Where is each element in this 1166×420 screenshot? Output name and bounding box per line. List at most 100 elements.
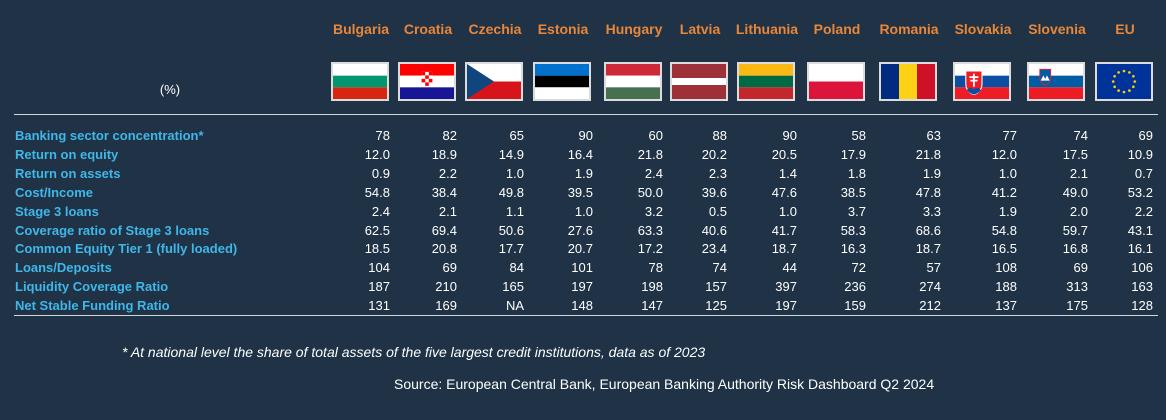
table-cell: 20.2: [701, 147, 727, 162]
table-cell: 1.9: [922, 166, 941, 181]
table-cell: 101: [571, 260, 593, 275]
table-cell: 69: [442, 260, 457, 275]
row-label: Banking sector concentration*: [15, 128, 204, 143]
table-cell: 212: [919, 298, 941, 313]
table-cell: 65: [509, 128, 524, 143]
table-cell: 188: [995, 279, 1017, 294]
table-cell: 2.4: [371, 204, 390, 219]
czechia-flag-icon: [465, 62, 523, 101]
table-cell: 44: [782, 260, 797, 275]
table-cell: 50.6: [498, 223, 524, 238]
table-cell: 128: [1131, 298, 1153, 313]
row-label: Liquidity Coverage Ratio: [15, 279, 169, 294]
table-cell: 74: [1073, 128, 1088, 143]
table-cell: 3.7: [847, 204, 866, 219]
table-cell: 1.4: [778, 166, 797, 181]
table-cell: 106: [1131, 260, 1153, 275]
table-cell: 58.3: [840, 223, 866, 238]
table-cell: 1.9: [574, 166, 593, 181]
table-cell: 57: [926, 260, 941, 275]
table-cell: 63.3: [637, 223, 663, 238]
table-cell: 17.2: [637, 241, 663, 256]
poland-flag-icon: [807, 62, 865, 101]
table-cell: 0.5: [708, 204, 727, 219]
table-cell: 2.2: [438, 166, 457, 181]
table-cell: 18.7: [771, 241, 797, 256]
row-label: Return on equity: [15, 147, 119, 162]
table-cell: 17.9: [840, 147, 866, 162]
row-label: Stage 3 loans: [15, 204, 99, 219]
table-cell: 2.0: [1069, 204, 1088, 219]
column-header-slovakia: Slovakia: [954, 21, 1012, 37]
table-cell: 236: [844, 279, 866, 294]
table-cell: 163: [1131, 279, 1153, 294]
table-cell: 68.6: [915, 223, 941, 238]
table-cell: 47.8: [915, 185, 941, 200]
table-cell: 2.1: [1069, 166, 1088, 181]
table-cell: 3.3: [922, 204, 941, 219]
table-cell: 72: [851, 260, 866, 275]
table-cell: 274: [919, 279, 941, 294]
table-cell: 10.9: [1127, 147, 1153, 162]
table-cell: 397: [775, 279, 797, 294]
table-cell: 3.2: [644, 204, 663, 219]
column-header-czechia: Czechia: [468, 21, 522, 37]
bulgaria-flag-icon: [331, 62, 389, 101]
footnote: * At national level the share of total a…: [122, 344, 706, 360]
row-label: Loans/Deposits: [15, 260, 112, 275]
table-cell: 38.5: [840, 185, 866, 200]
table-cell: 125: [705, 298, 727, 313]
row-label: Net Stable Funding Ratio: [15, 298, 170, 313]
table-cell: 59.7: [1062, 223, 1088, 238]
table-cell: 54.8: [991, 223, 1017, 238]
table-cell: 175: [1066, 298, 1088, 313]
footer-rule: [14, 315, 1158, 316]
row-label: Return on assets: [15, 166, 121, 181]
column-header-bulgaria: Bulgaria: [332, 21, 389, 37]
table-cell: 18.9: [431, 147, 457, 162]
table-cell: 54.8: [364, 185, 390, 200]
hungary-flag-icon: [604, 62, 662, 101]
table-cell: 90: [782, 128, 797, 143]
table-cell: 38.4: [431, 185, 457, 200]
table-cell: 1.1: [505, 204, 524, 219]
table-cell: 74: [712, 260, 727, 275]
table-cell: 165: [502, 279, 524, 294]
latvia-flag-icon: [670, 62, 728, 101]
table-cell: 1.8: [847, 166, 866, 181]
table-cell: 53.2: [1127, 185, 1153, 200]
column-header-poland: Poland: [813, 21, 861, 37]
table-cell: 77: [1002, 128, 1017, 143]
table-cell: 18.5: [364, 241, 390, 256]
table-cell: 58: [851, 128, 866, 143]
table-cell: 313: [1066, 279, 1088, 294]
column-header-croatia: Croatia: [403, 21, 453, 37]
table-cell: 2.3: [708, 166, 727, 181]
table-cell: 27.6: [567, 223, 593, 238]
table-cell: 16.8: [1062, 241, 1088, 256]
column-header-lithuania: Lithuania: [735, 21, 799, 37]
table-cell: 210: [435, 279, 457, 294]
table-cell: 1.0: [778, 204, 797, 219]
table-cell: 159: [844, 298, 866, 313]
table-cell: 20.7: [567, 241, 593, 256]
table-cell: 63: [926, 128, 941, 143]
table-cell: 17.7: [498, 241, 524, 256]
slovenia-flag-icon: [1027, 62, 1085, 101]
table-cell: 49.0: [1062, 185, 1088, 200]
table-cell: 17.5: [1062, 147, 1088, 162]
romania-flag-icon: [879, 62, 937, 101]
table-cell: 16.5: [991, 241, 1017, 256]
column-header-hungary: Hungary: [605, 21, 663, 37]
lithuania-flag-icon: [737, 62, 795, 101]
table-cell: 16.1: [1127, 241, 1153, 256]
table-cell: 78: [648, 260, 663, 275]
row-label: Common Equity Tier 1 (fully loaded): [15, 241, 238, 256]
table-cell: 69.4: [431, 223, 457, 238]
column-header-latvia: Latvia: [679, 21, 721, 37]
table-cell: 2.2: [1134, 204, 1153, 219]
column-header-romania: Romania: [879, 21, 939, 37]
column-header-estonia: Estonia: [537, 21, 589, 37]
table-cell: 20.8: [431, 241, 457, 256]
table-cell: 23.4: [701, 241, 727, 256]
